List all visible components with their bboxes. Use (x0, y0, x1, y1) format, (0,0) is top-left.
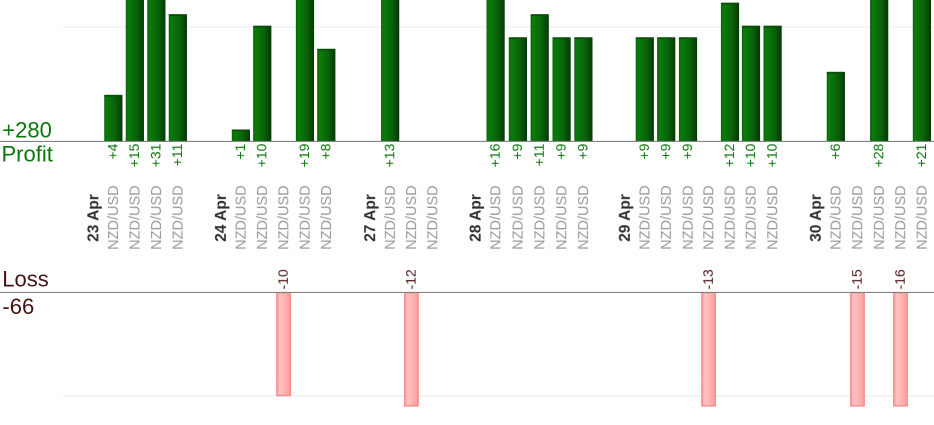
svg-text:NZD/USD: NZD/USD (744, 185, 760, 249)
svg-text:NZD/USD: NZD/USD (765, 185, 781, 249)
svg-text:Loss: Loss (2, 267, 48, 292)
svg-text:+9: +9 (657, 143, 673, 159)
svg-text:24 Apr: 24 Apr (213, 194, 230, 242)
svg-text:+10: +10 (253, 143, 269, 167)
svg-text:NZD/USD: NZD/USD (404, 185, 420, 249)
svg-text:+9: +9 (575, 143, 591, 159)
svg-text:NZD/USD: NZD/USD (383, 185, 399, 249)
svg-text:NZD/USD: NZD/USD (106, 185, 122, 249)
svg-text:27 Apr: 27 Apr (362, 194, 379, 242)
svg-text:+9: +9 (509, 143, 525, 159)
svg-text:+11: +11 (169, 143, 185, 166)
svg-text:-16: -16 (892, 269, 908, 289)
svg-text:+9: +9 (679, 143, 695, 159)
svg-text:Profit: Profit (2, 142, 53, 167)
svg-text:NZD/USD: NZD/USD (576, 185, 592, 249)
svg-text:+31: +31 (148, 143, 164, 167)
svg-text:NZD/USD: NZD/USD (829, 185, 845, 249)
svg-text:NZD/USD: NZD/USD (872, 185, 888, 249)
svg-text:NZD/USD: NZD/USD (659, 185, 675, 249)
svg-text:NZD/USD: NZD/USD (319, 185, 335, 249)
svg-text:+10: +10 (764, 143, 780, 167)
svg-text:NZD/USD: NZD/USD (149, 185, 165, 249)
svg-text:+4: +4 (105, 143, 121, 159)
svg-text:-12: -12 (403, 269, 419, 289)
svg-text:+280: +280 (2, 118, 52, 143)
svg-text:+9: +9 (553, 143, 569, 159)
svg-text:NZD/USD: NZD/USD (234, 185, 250, 249)
svg-text:-66: -66 (2, 294, 34, 319)
svg-text:NZD/USD: NZD/USD (893, 185, 909, 249)
svg-text:-13: -13 (700, 269, 716, 289)
svg-text:+8: +8 (318, 143, 334, 159)
svg-text:+1: +1 (232, 143, 248, 159)
svg-text:+15: +15 (126, 143, 142, 167)
svg-text:NZD/USD: NZD/USD (681, 185, 697, 249)
svg-text:+19: +19 (296, 143, 312, 167)
svg-text:+6: +6 (827, 143, 843, 159)
svg-text:+9: +9 (636, 143, 652, 159)
svg-text:-10: -10 (275, 269, 291, 289)
svg-text:+16: +16 (487, 143, 503, 167)
svg-text:NZD/USD: NZD/USD (554, 185, 570, 249)
svg-text:NZD/USD: NZD/USD (511, 185, 527, 249)
svg-text:+12: +12 (721, 143, 737, 167)
svg-text:-15: -15 (849, 269, 865, 289)
svg-text:+13: +13 (381, 143, 397, 167)
svg-text:+21: +21 (913, 143, 929, 167)
svg-text:NZD/USD: NZD/USD (701, 185, 717, 249)
svg-text:NZD/USD: NZD/USD (255, 185, 271, 249)
svg-text:+28: +28 (870, 143, 886, 167)
svg-text:28 Apr: 28 Apr (468, 194, 485, 242)
svg-text:NZD/USD: NZD/USD (276, 185, 292, 249)
svg-text:NZD/USD: NZD/USD (638, 185, 654, 249)
svg-text:NZD/USD: NZD/USD (425, 185, 441, 249)
svg-text:30 Apr: 30 Apr (808, 194, 825, 242)
svg-text:NZD/USD: NZD/USD (171, 185, 187, 249)
svg-text:NZD/USD: NZD/USD (533, 185, 549, 249)
svg-text:NZD/USD: NZD/USD (298, 185, 314, 249)
svg-text:NZD/USD: NZD/USD (850, 185, 866, 249)
svg-text:23 Apr: 23 Apr (85, 194, 102, 242)
svg-text:+11: +11 (531, 143, 547, 166)
svg-text:+10: +10 (742, 143, 758, 167)
svg-text:NZD/USD: NZD/USD (723, 185, 739, 249)
svg-text:NZD/USD: NZD/USD (915, 185, 931, 249)
svg-text:29 Apr: 29 Apr (617, 194, 634, 242)
svg-text:NZD/USD: NZD/USD (488, 185, 504, 249)
svg-text:NZD/USD: NZD/USD (128, 185, 144, 249)
